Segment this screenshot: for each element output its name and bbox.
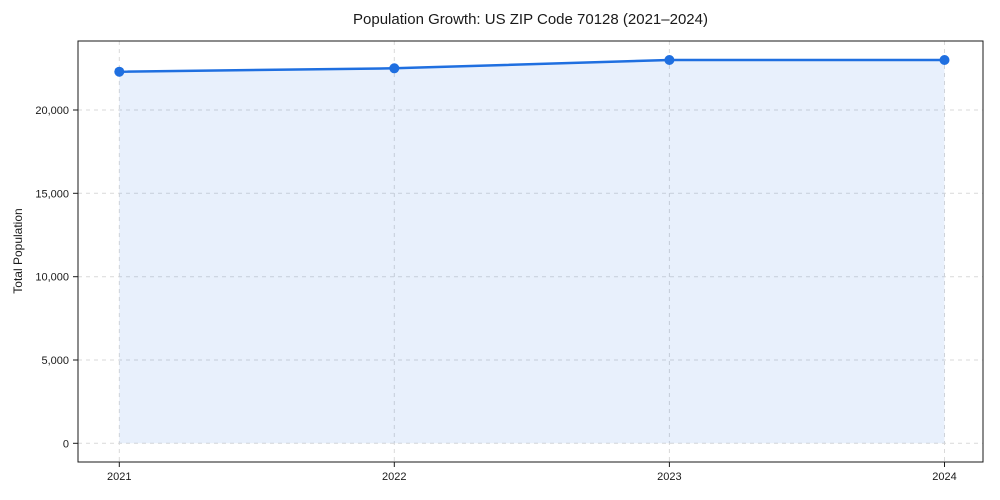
x-tick-label: 2023 (657, 471, 681, 483)
x-tick-label: 2021 (107, 471, 131, 483)
y-tick-label: 15,000 (35, 188, 69, 200)
y-tick-label: 5,000 (41, 355, 69, 367)
trend-line (118, 58, 946, 73)
data-point-2021 (114, 66, 125, 77)
data-point-2024 (939, 55, 950, 65)
data-point-2023 (664, 55, 675, 65)
plot-border (77, 40, 984, 463)
area-fill (119, 60, 945, 444)
y-tick-label: 10,000 (35, 272, 69, 284)
chart-title: Population Growth: US ZIP Code 70128 (20… (353, 11, 708, 28)
y-tick-label: 0 (63, 438, 69, 450)
x-tick-label: 2024 (932, 471, 956, 483)
data-point-2022 (389, 63, 400, 74)
x-tick-label: 2022 (382, 471, 406, 483)
y-tick-label: 20,000 (35, 105, 69, 117)
